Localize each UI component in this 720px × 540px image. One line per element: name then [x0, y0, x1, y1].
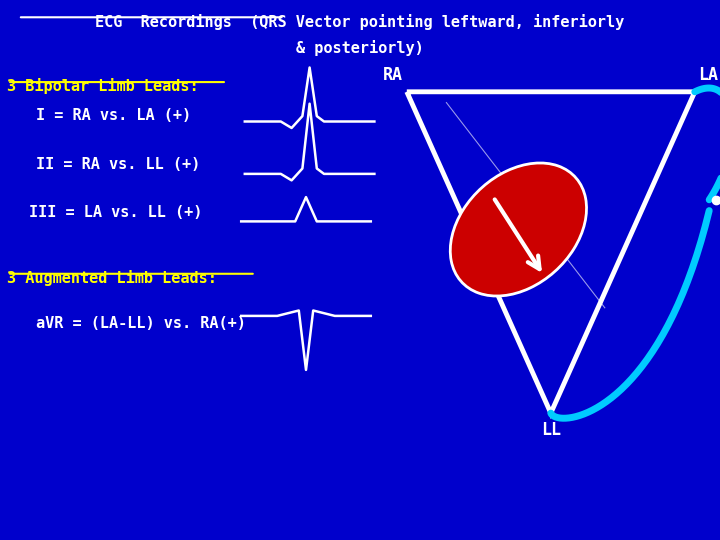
Text: I = RA vs. LA (+): I = RA vs. LA (+)	[36, 108, 191, 123]
Text: III = LA vs. LL (+): III = LA vs. LL (+)	[29, 205, 202, 220]
Text: LL: LL	[541, 421, 561, 439]
Text: RA: RA	[383, 66, 403, 84]
Text: & posteriorly): & posteriorly)	[296, 40, 424, 57]
Text: 3 Bipolar Limb Leads:: 3 Bipolar Limb Leads:	[7, 78, 199, 94]
Text: aVR = (LA-LL) vs. RA(+): aVR = (LA-LL) vs. RA(+)	[36, 316, 246, 331]
Text: 3 Augmented Limb Leads:: 3 Augmented Limb Leads:	[7, 270, 217, 286]
Text: II = RA vs. LL (+): II = RA vs. LL (+)	[36, 157, 200, 172]
Text: LA: LA	[698, 66, 719, 84]
Ellipse shape	[450, 163, 587, 296]
Text: ECG  Recordings  (QRS Vector pointing leftward, inferiorly: ECG Recordings (QRS Vector pointing left…	[95, 14, 625, 30]
